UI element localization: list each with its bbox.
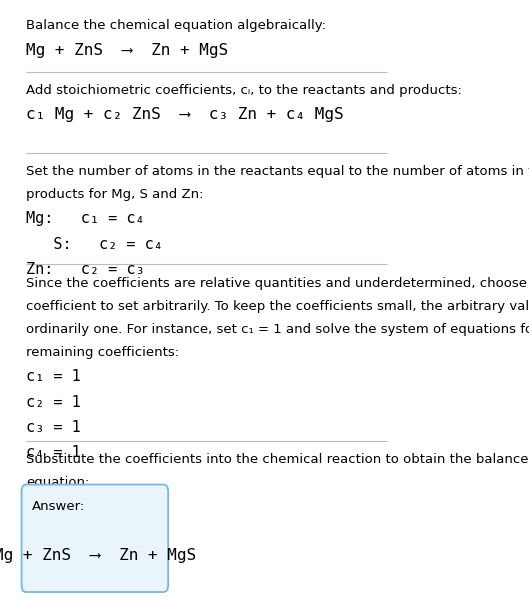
Text: equation:: equation: — [26, 476, 89, 489]
Text: ordinarily one. For instance, set c₁ = 1 and solve the system of equations for t: ordinarily one. For instance, set c₁ = 1… — [26, 323, 529, 336]
Text: Add stoichiometric coefficients, cᵢ, to the reactants and products:: Add stoichiometric coefficients, cᵢ, to … — [26, 84, 462, 97]
Text: Set the number of atoms in the reactants equal to the number of atoms in the: Set the number of atoms in the reactants… — [26, 165, 529, 178]
Text: Answer:: Answer: — [32, 499, 85, 513]
Text: c₁ = 1: c₁ = 1 — [26, 369, 81, 384]
Text: Mg + ZnS  ⟶  Zn + MgS: Mg + ZnS ⟶ Zn + MgS — [26, 42, 228, 57]
Text: remaining coefficients:: remaining coefficients: — [26, 346, 179, 359]
Text: Zn:   c₂ = c₃: Zn: c₂ = c₃ — [26, 262, 144, 277]
Text: S:   c₂ = c₄: S: c₂ = c₄ — [26, 236, 163, 251]
FancyBboxPatch shape — [22, 485, 168, 592]
Text: coefficient to set arbitrarily. To keep the coefficients small, the arbitrary va: coefficient to set arbitrarily. To keep … — [26, 300, 529, 313]
Text: c₄ = 1: c₄ = 1 — [26, 445, 81, 460]
Text: c₁ Mg + c₂ ZnS  ⟶  c₃ Zn + c₄ MgS: c₁ Mg + c₂ ZnS ⟶ c₃ Zn + c₄ MgS — [26, 107, 344, 122]
Text: c₂ = 1: c₂ = 1 — [26, 394, 81, 409]
Text: products for Mg, S and Zn:: products for Mg, S and Zn: — [26, 188, 204, 201]
Text: Balance the chemical equation algebraically:: Balance the chemical equation algebraica… — [26, 19, 326, 33]
Text: Mg:   c₁ = c₄: Mg: c₁ = c₄ — [26, 212, 144, 227]
Text: Mg + ZnS  ⟶  Zn + MgS: Mg + ZnS ⟶ Zn + MgS — [0, 548, 196, 563]
Text: Since the coefficients are relative quantities and underdetermined, choose a: Since the coefficients are relative quan… — [26, 277, 529, 290]
Text: c₃ = 1: c₃ = 1 — [26, 420, 81, 435]
Text: Substitute the coefficients into the chemical reaction to obtain the balanced: Substitute the coefficients into the che… — [26, 453, 529, 466]
